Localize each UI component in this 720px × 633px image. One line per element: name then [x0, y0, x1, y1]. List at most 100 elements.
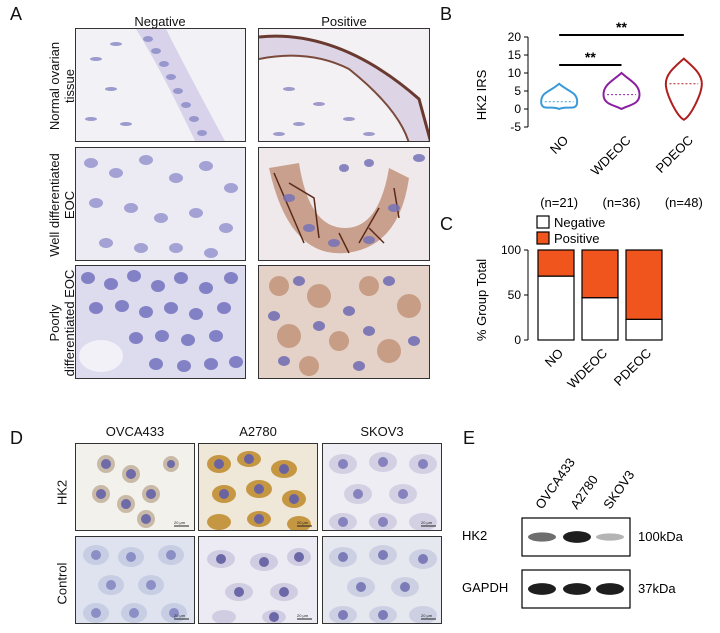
- legend-label-negative: Negative: [554, 215, 605, 230]
- violin-chart: HK2 IRS -5 0 5 10 15 20 ** ** NO WDEOC PDEOC (n=…: [474, 19, 703, 210]
- panel-d-row-label-hk2: HK2: [54, 479, 70, 506]
- micrograph-well-negative: [75, 147, 246, 261]
- blot-band: [596, 533, 624, 541]
- violin-x-tick-label: PDEOC: [653, 133, 696, 176]
- micrograph-poorly-positive-image: [259, 266, 429, 378]
- cell-image-skov3-control: 20 μm: [322, 536, 442, 624]
- violin-no: [540, 82, 579, 111]
- blot-size-label: 100kDa: [638, 529, 684, 544]
- scale-bar-label: 20 μm: [174, 520, 186, 525]
- bar-wdeoc-negative: [581, 297, 619, 341]
- violin-x-tick-label: NO: [547, 133, 571, 157]
- violin-series: [540, 57, 703, 121]
- violin-counts: (n=21) (n=36) (n=48): [540, 195, 703, 210]
- legend-swatch-negative: [536, 215, 550, 229]
- cell-image-ovca433-control-image: 20 μm: [76, 537, 194, 623]
- micrograph-normal-positive-image: [259, 29, 429, 141]
- cell-image-skov3-hk2-image: 20 μm: [323, 444, 441, 530]
- significance-label: **: [585, 49, 596, 65]
- panel-d-header-a2780: A2780: [239, 424, 277, 439]
- cell-image-a2780-hk2-image: 20 μm: [199, 444, 317, 530]
- violin-count-label: (n=48): [665, 195, 703, 210]
- micrograph-poorly-negative-image: [76, 266, 245, 378]
- blot-lane-label: SKOV3: [600, 468, 637, 512]
- violin-y-tick-label: 10: [508, 66, 522, 80]
- cell-image-a2780-control-image: 20 μm: [199, 537, 317, 623]
- bar-axes: 0 50 100: [501, 243, 529, 347]
- violin-y-tick-label: 0: [514, 102, 521, 116]
- bar-x-tick-label: PDEOC: [611, 346, 654, 389]
- bar-y-tick-label: 100: [501, 243, 521, 257]
- micrograph-poorly-negative: [75, 265, 246, 379]
- panel-a-row-label-poorly: Poorly differentiated EOC: [47, 269, 77, 377]
- violin-y-axis-label: HK2 IRS: [474, 69, 489, 120]
- bar-no-negative: [537, 275, 575, 341]
- panel-d-header-skov3: SKOV3: [360, 424, 404, 439]
- bar-pdeoc-negative: [625, 318, 663, 341]
- blot-row-label: GAPDH: [462, 580, 508, 595]
- panel-d-label: D: [10, 428, 23, 448]
- blot-band: [528, 583, 556, 595]
- legend-label-positive: Positive: [554, 231, 600, 246]
- significance-label: **: [616, 19, 627, 35]
- blot-band: [563, 583, 591, 595]
- bar-pdeoc-positive: [625, 249, 663, 320]
- scale-bar-label: 20 μm: [421, 613, 433, 618]
- micrograph-well-negative-image: [76, 148, 245, 260]
- violin-y-tick-label: 15: [508, 48, 522, 62]
- blot-band: [528, 532, 556, 542]
- panel-d-header-ovca433: OVCA433: [105, 424, 165, 439]
- cell-image-ovca433-control: 20 μm: [75, 536, 195, 624]
- legend-swatch-positive: [536, 231, 550, 245]
- violin-axes: -5 0 5 10 15 20: [508, 30, 529, 134]
- blot-row-label: HK2: [462, 528, 487, 543]
- bar-series: [537, 249, 663, 341]
- micrograph-well-positive-image: [259, 148, 429, 260]
- cell-image-ovca433-hk2: 20 μm: [75, 443, 195, 531]
- violin-y-tick-label: 20: [508, 30, 522, 44]
- bar-y-axis-label: % Group Total: [474, 259, 489, 341]
- cell-image-a2780-hk2: 20 μm: [198, 443, 318, 531]
- micrograph-normal-negative: [75, 28, 246, 142]
- panel-e-label: E: [463, 428, 476, 448]
- panel-d-row-label-control: Control: [54, 562, 70, 605]
- violin-y-tick-label: -5: [510, 120, 521, 134]
- violin-wdeoc: [602, 71, 641, 111]
- micrograph-normal-positive: [258, 28, 430, 142]
- bar-wdeoc-positive: [581, 249, 619, 299]
- scale-bar-label: 20 μm: [297, 520, 309, 525]
- panel-a-label: A: [10, 4, 23, 24]
- panel-a-header-negative: Negative: [134, 14, 186, 29]
- cell-image-ovca433-hk2-image: 20 μm: [76, 444, 194, 530]
- violin-y-tick-label: 5: [514, 84, 521, 98]
- micrograph-poorly-positive: [258, 265, 430, 379]
- blot-band: [596, 583, 624, 595]
- scale-bar-label: 20 μm: [174, 613, 186, 618]
- cell-image-skov3-control-image: 20 μm: [323, 537, 441, 623]
- violin-count-label: (n=21): [540, 195, 578, 210]
- violin-pdeoc: [664, 57, 703, 121]
- blot-band: [563, 531, 591, 543]
- cell-image-a2780-control: 20 μm: [198, 536, 318, 624]
- scale-bar-label: 20 μm: [297, 613, 309, 618]
- violin-x-tick-label: WDEOC: [588, 133, 634, 179]
- blot-size-label: 37kDa: [638, 581, 676, 596]
- bar-y-tick-label: 0: [514, 333, 521, 347]
- cell-image-skov3-hk2: 20 μm: [322, 443, 442, 531]
- micrograph-well-positive: [258, 147, 430, 261]
- bar-y-tick-label: 50: [508, 288, 522, 302]
- panel-b-label: B: [440, 4, 453, 24]
- violin-significance: ** **: [559, 19, 684, 66]
- blot-rows: HK2 100kDa GAPDH 37kDa: [462, 517, 684, 609]
- panel-a-header-positive: Positive: [321, 14, 367, 29]
- scale-bar-label: 20 μm: [421, 520, 433, 525]
- violin-x-ticks: NO WDEOC PDEOC: [547, 133, 696, 179]
- bar-x-tick-label: NO: [542, 346, 566, 370]
- blot-lane-label: A2780: [567, 472, 601, 511]
- bar-x-tick-label: WDEOC: [564, 346, 610, 392]
